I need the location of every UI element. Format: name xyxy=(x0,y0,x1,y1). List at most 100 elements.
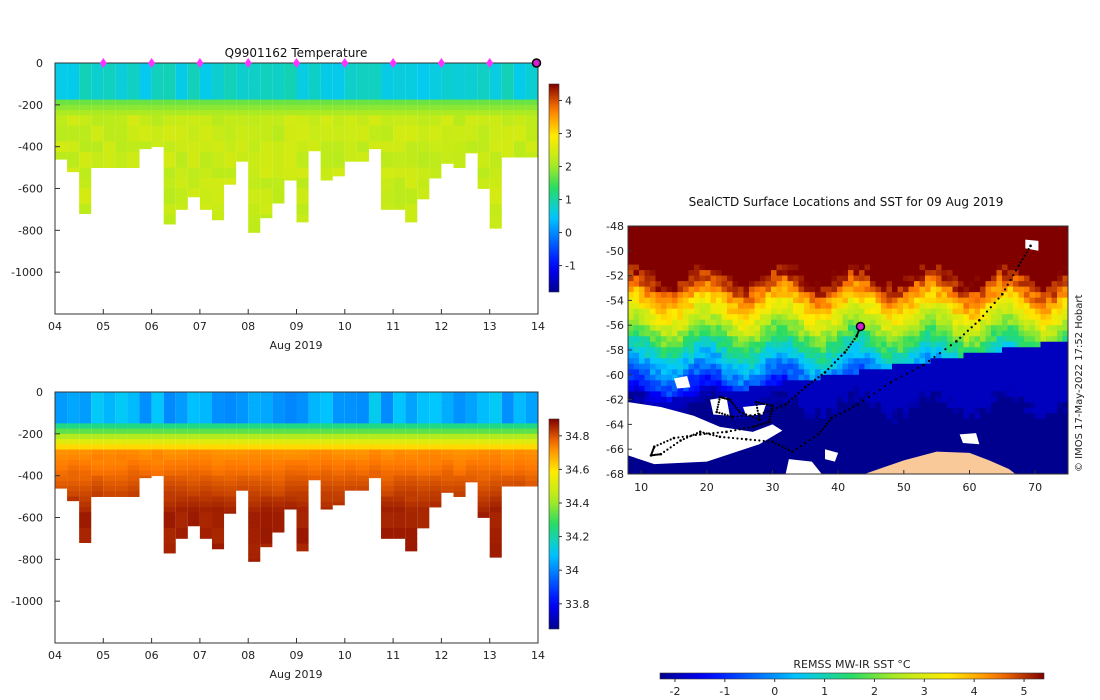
heatmap-cell xyxy=(187,83,200,90)
heatmap-cell xyxy=(489,512,502,518)
heatmap-cell xyxy=(441,444,454,450)
sst-cell xyxy=(903,451,910,459)
sst-cell xyxy=(947,391,954,398)
sst-cell xyxy=(886,369,893,376)
heatmap-cell xyxy=(175,407,188,414)
heatmap-cell xyxy=(248,501,261,508)
sst-cell xyxy=(908,297,915,304)
heatmap-cell xyxy=(55,423,68,430)
sst-cell xyxy=(628,253,635,260)
sst-cell xyxy=(694,347,701,354)
sst-cell xyxy=(919,396,926,403)
sst-cell xyxy=(842,385,849,392)
sst-cell xyxy=(864,319,871,326)
sst-cell xyxy=(881,358,888,365)
sst-cell xyxy=(864,303,871,310)
sst-cell xyxy=(941,264,948,271)
colorbar-tick-label: 34.4 xyxy=(565,497,590,510)
sst-cell xyxy=(936,391,943,398)
sst-cell xyxy=(969,440,976,448)
heatmap-cell xyxy=(211,110,225,116)
heatmap-cell xyxy=(260,407,273,414)
heatmap-cell xyxy=(429,491,442,497)
sst-cell xyxy=(941,347,948,354)
sst-cell xyxy=(644,242,651,249)
heatmap-cell xyxy=(79,507,92,513)
heatmap-cell xyxy=(236,83,249,90)
sst-cell xyxy=(677,330,684,337)
heatmap-cell xyxy=(356,141,369,148)
heatmap-cell xyxy=(55,146,68,153)
heatmap-cell xyxy=(127,418,140,424)
sst-cell xyxy=(727,303,734,310)
heatmap-cell xyxy=(489,68,502,74)
sst-cell xyxy=(908,429,915,437)
heatmap-cell xyxy=(296,407,309,414)
sst-cell xyxy=(644,303,651,310)
heatmap-cell xyxy=(441,470,454,477)
heatmap-cell xyxy=(139,136,152,142)
sst-cell xyxy=(815,242,822,249)
heatmap-cell xyxy=(477,130,490,137)
sst-cell xyxy=(969,380,976,387)
heatmap-cell xyxy=(272,459,285,466)
heatmap-cell xyxy=(417,512,430,518)
sst-cell xyxy=(749,369,756,376)
sst-cell xyxy=(903,275,910,282)
sst-cell xyxy=(771,226,778,233)
sst-cell xyxy=(897,275,904,282)
x-tick-label: 09 xyxy=(290,649,304,662)
sst-cell xyxy=(925,402,932,409)
sst-cell xyxy=(859,270,866,277)
heatmap-cell xyxy=(248,198,261,205)
heatmap-cell xyxy=(308,146,321,152)
sst-cell xyxy=(936,396,943,403)
sst-cell xyxy=(727,369,734,376)
heatmap-cell xyxy=(368,120,382,127)
heatmap-cell xyxy=(199,136,212,142)
heatmap-cell xyxy=(489,486,502,492)
heatmap-cell xyxy=(489,449,502,456)
heatmap-cell xyxy=(393,120,406,127)
sst-cell xyxy=(760,308,767,315)
sst-cell xyxy=(837,429,844,437)
heatmap-cell xyxy=(489,533,502,539)
sst-cell xyxy=(749,385,756,392)
sst-cell xyxy=(892,402,899,409)
sst-cell xyxy=(815,413,822,420)
heatmap-cell xyxy=(175,198,188,205)
sst-cell xyxy=(908,259,915,266)
heatmap-cell xyxy=(224,397,237,403)
sst-cell xyxy=(716,374,723,381)
sst-cell xyxy=(776,396,783,403)
sst-cell xyxy=(881,407,888,414)
sst-cell xyxy=(919,270,926,277)
sst-cell xyxy=(798,391,805,398)
heatmap-cell xyxy=(417,99,430,106)
sst-cell xyxy=(655,402,662,409)
heatmap-cell xyxy=(477,486,490,492)
sst-cell xyxy=(969,281,976,288)
heatmap-cell xyxy=(175,491,188,497)
sst-cell xyxy=(985,330,992,337)
sst-cell xyxy=(655,396,662,403)
sst-cell xyxy=(672,226,679,233)
sst-cell xyxy=(798,336,805,343)
sst-cell xyxy=(980,248,987,255)
heatmap-cell xyxy=(260,412,273,419)
heatmap-cell xyxy=(103,130,116,137)
heatmap-cell xyxy=(453,433,466,440)
heatmap-cell xyxy=(429,444,442,450)
sst-cell xyxy=(771,462,778,470)
sst-cell xyxy=(628,303,635,310)
sst-cell xyxy=(683,275,690,282)
heatmap-cell xyxy=(187,480,200,487)
sst-cell xyxy=(842,253,849,260)
heatmap-cell xyxy=(115,491,128,497)
sst-cell xyxy=(743,462,750,470)
sst-cell xyxy=(914,352,921,359)
sst-cell xyxy=(881,380,888,387)
heatmap-cell xyxy=(199,99,212,106)
sst-cell xyxy=(875,435,882,442)
sst-cell xyxy=(925,363,932,370)
